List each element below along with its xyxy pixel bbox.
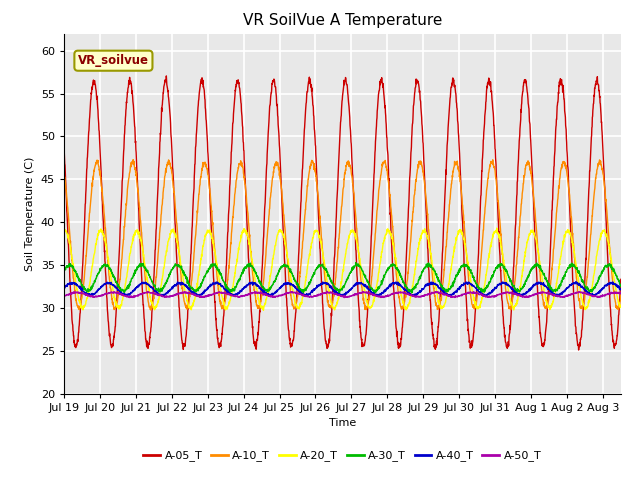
A-50_T	[617, 290, 625, 296]
A-50_T	[340, 295, 348, 300]
A-40_T	[86, 294, 93, 300]
A-05_T	[93, 96, 100, 102]
A-20_T	[617, 304, 625, 310]
A-05_T	[532, 245, 540, 251]
A-40_T	[532, 282, 540, 288]
A-10_T	[60, 169, 68, 175]
A-40_T	[409, 293, 417, 299]
A-40_T	[60, 284, 68, 290]
A-05_T	[598, 126, 605, 132]
A-20_T	[409, 283, 417, 288]
A-05_T	[409, 117, 417, 122]
A-20_T	[346, 231, 354, 237]
Text: VR_soilvue: VR_soilvue	[78, 54, 149, 67]
Line: A-30_T: A-30_T	[64, 263, 621, 293]
A-40_T	[93, 289, 100, 295]
A-50_T	[532, 291, 540, 297]
A-30_T	[617, 284, 625, 289]
A-10_T	[426, 243, 434, 249]
A-30_T	[335, 290, 343, 296]
A-20_T	[493, 225, 500, 231]
A-20_T	[426, 247, 434, 253]
A-05_T	[426, 293, 434, 299]
A-30_T	[532, 261, 540, 267]
A-10_T	[346, 162, 354, 168]
A-30_T	[426, 264, 434, 270]
A-40_T	[617, 287, 625, 292]
A-50_T	[93, 294, 100, 300]
A-20_T	[260, 307, 268, 313]
A-50_T	[346, 293, 354, 299]
A-05_T	[163, 73, 170, 79]
A-05_T	[346, 115, 354, 120]
A-05_T	[617, 276, 625, 282]
Line: A-05_T: A-05_T	[64, 76, 621, 350]
Line: A-40_T: A-40_T	[64, 282, 621, 297]
A-50_T	[60, 293, 68, 299]
A-30_T	[346, 270, 354, 276]
A-30_T	[352, 260, 360, 265]
A-10_T	[617, 293, 625, 299]
Legend: A-05_T, A-10_T, A-20_T, A-30_T, A-40_T, A-50_T: A-05_T, A-10_T, A-20_T, A-30_T, A-40_T, …	[139, 446, 546, 466]
A-50_T	[598, 294, 605, 300]
A-30_T	[93, 273, 100, 278]
Title: VR SoilVue A Temperature: VR SoilVue A Temperature	[243, 13, 442, 28]
A-20_T	[598, 231, 605, 237]
A-40_T	[426, 281, 434, 287]
A-05_T	[575, 347, 582, 353]
A-30_T	[410, 286, 417, 292]
A-50_T	[426, 290, 434, 296]
A-05_T	[60, 145, 68, 151]
A-50_T	[410, 293, 417, 299]
A-20_T	[93, 236, 100, 242]
A-10_T	[598, 165, 605, 170]
X-axis label: Time: Time	[329, 418, 356, 428]
A-10_T	[147, 307, 155, 313]
A-10_T	[93, 157, 100, 163]
A-30_T	[60, 268, 68, 274]
Line: A-10_T: A-10_T	[64, 160, 621, 310]
Y-axis label: Soil Temperature (C): Soil Temperature (C)	[26, 156, 35, 271]
A-40_T	[598, 286, 605, 292]
A-20_T	[60, 229, 68, 235]
A-50_T	[323, 288, 331, 294]
A-20_T	[532, 236, 540, 242]
A-10_T	[532, 219, 540, 225]
Line: A-20_T: A-20_T	[64, 228, 621, 310]
A-10_T	[129, 157, 137, 163]
A-40_T	[572, 279, 580, 285]
Line: A-50_T: A-50_T	[64, 291, 621, 298]
A-40_T	[346, 287, 354, 293]
A-30_T	[598, 271, 605, 276]
A-10_T	[410, 209, 417, 215]
